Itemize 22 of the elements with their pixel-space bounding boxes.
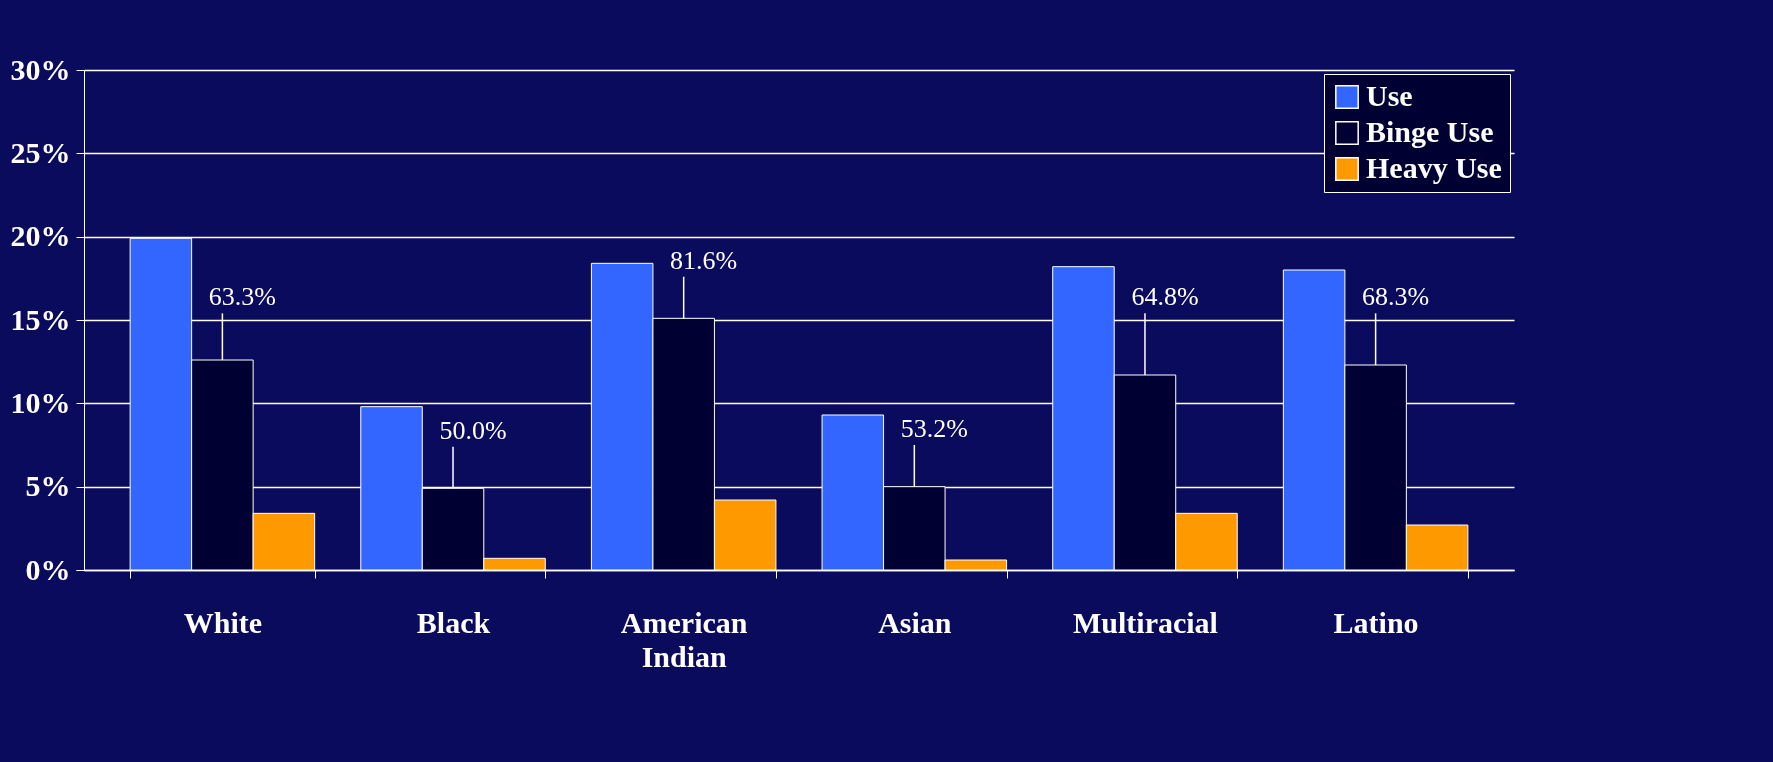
legend-label: Binge Use <box>1366 115 1494 148</box>
annotation: 68.3% <box>1362 282 1430 312</box>
y-tick-label: 0% <box>25 552 71 586</box>
x-tick-label: Asian <box>878 605 952 639</box>
annotation: 81.6% <box>670 245 738 275</box>
x-tick-label: Black <box>416 605 491 639</box>
y-tick-label: 5% <box>25 469 71 503</box>
annotation: 63.3% <box>208 282 276 312</box>
y-tick-label: 30% <box>10 52 71 86</box>
y-tick-label: 15% <box>10 302 71 336</box>
legend-label: Use <box>1366 79 1413 112</box>
annotation: 50.0% <box>439 415 507 445</box>
annotation: 53.2% <box>900 414 968 443</box>
x-tick-label: White <box>183 605 263 639</box>
annotation: 64.8% <box>1131 282 1199 312</box>
x-tick-label: American Indian <box>620 605 748 673</box>
legend-label: Heavy Use <box>1366 151 1502 184</box>
x-tick-label: Latino <box>1333 605 1419 639</box>
y-tick-label: 20% <box>10 219 71 253</box>
y-tick-label: 25% <box>10 135 71 169</box>
y-tick-label: 10% <box>10 385 71 419</box>
x-tick-label: Multiracial <box>1072 605 1218 639</box>
